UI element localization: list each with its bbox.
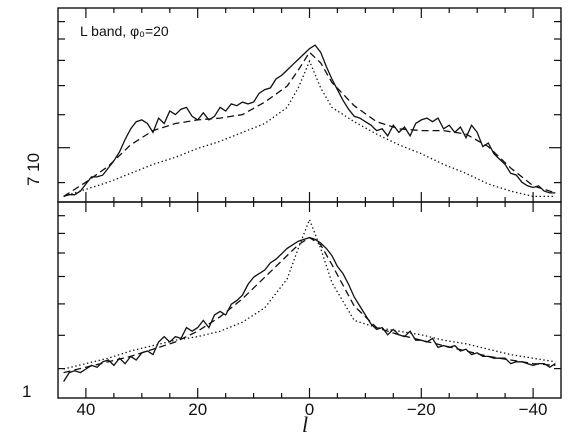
series-dashed-line: [63, 236, 556, 374]
bottom-ticks: [58, 202, 561, 398]
series-dashed-line: [63, 51, 556, 197]
x-tick-labels: 40 20 0 −20 −40: [76, 400, 547, 419]
series-solid-line: [63, 236, 556, 382]
series-dotted-line: [63, 59, 556, 198]
top-panel: L band, φ₀=20 7 10: [24, 7, 562, 203]
bottom-series: [63, 217, 556, 382]
x-axis-label: l: [302, 412, 308, 437]
x-tick-label: 20: [188, 400, 207, 419]
top-series: [63, 44, 556, 198]
x-tick-label: −20: [407, 400, 436, 419]
x-tick-label: −40: [519, 400, 548, 419]
series-solid-line: [63, 44, 556, 198]
x-tick-label: 40: [76, 400, 95, 419]
bottom-y-tick-label: 1: [22, 382, 31, 401]
top-y-tick-label: 7 10: [24, 153, 43, 186]
x-tick-label: 0: [305, 400, 314, 419]
panel-annotation: L band, φ₀=20: [80, 23, 169, 39]
bottom-panel-frame: [57, 201, 562, 399]
series-dotted-line: [63, 217, 556, 370]
bottom-panel: 1 40 20 0 −20 −40 l: [22, 201, 562, 437]
top-ticks: [58, 8, 561, 202]
